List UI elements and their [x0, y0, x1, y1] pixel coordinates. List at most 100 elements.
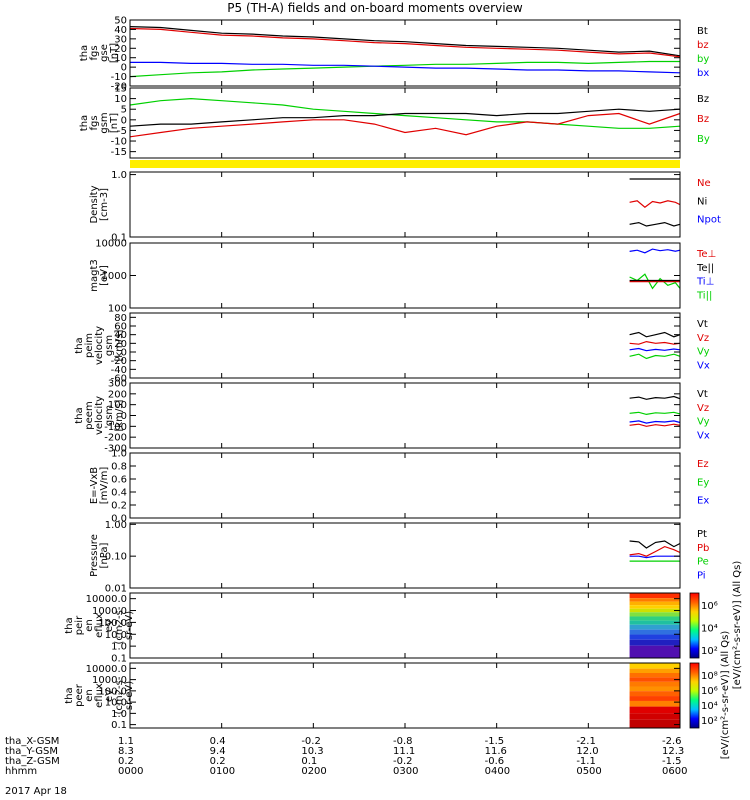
y-tick-label: -300	[104, 444, 127, 455]
y-tick-label: -40	[111, 365, 127, 376]
legend-entry: Ni	[697, 196, 707, 207]
x-axis-row-label: tha_Y-GSM	[5, 746, 59, 757]
y-axis-label: gsm	[99, 112, 110, 133]
y-axis-label: tha	[74, 407, 85, 423]
y-axis-label: tha	[64, 687, 75, 703]
y-axis-label: fgs	[89, 45, 100, 60]
y-tick-label: 80	[114, 313, 127, 324]
legend-entry: Pt	[697, 529, 707, 540]
y-axis-label: E=-VxB	[89, 467, 100, 504]
colorbar-tick-label: 10⁴	[701, 701, 718, 712]
panel-efield: 1.0 0.8 0.6 0.4 0.2 0.0 E=-VxB [mV/m] Ez Ey Ex	[89, 449, 709, 525]
colorbar-tick-label: 10²	[701, 646, 718, 657]
legend-entry: Vt	[697, 389, 708, 400]
y-tick-label: 1000.0	[92, 606, 127, 617]
legend-entry: Ex	[697, 496, 709, 507]
y-tick-label: -20	[111, 82, 127, 93]
panel-frame	[129, 662, 681, 729]
colorbar	[689, 592, 700, 659]
x-axis-row-label: tha_Z-GSM	[5, 756, 60, 767]
y-tick-label: 10.0	[105, 698, 127, 709]
series-line-Bz	[129, 112, 681, 138]
legend-entry: Vz	[697, 333, 709, 344]
series-line-Vt	[629, 331, 681, 338]
y-tick-label: 20	[114, 44, 127, 55]
y-tick-label: 20	[114, 339, 127, 350]
y-tick-label: 40	[114, 330, 127, 341]
series-line-Ti⊥	[629, 248, 681, 254]
series-line-Ni	[629, 200, 681, 208]
legend-entry: Pb	[697, 543, 709, 554]
legend-entry: bz	[697, 40, 709, 51]
x-axis-value: 0600	[662, 766, 688, 777]
y-axis-label: tha	[79, 115, 90, 131]
y-axis-label: (cm2-s-	[114, 606, 125, 644]
series-line-Pi	[629, 555, 680, 559]
y-axis-label: gsm	[104, 405, 115, 426]
spectrogram-cell	[629, 629, 680, 635]
y-tick-label: 0.10	[105, 552, 127, 563]
series-line-Bz	[129, 97, 681, 129]
series-line-Vz	[629, 340, 681, 345]
x-axis-value: 0.4	[209, 736, 226, 747]
y-tick-label: 0.1	[111, 720, 127, 731]
x-axis-value: -0.2	[393, 756, 413, 767]
panel-pressure: 1.00 0.10 0.01 Pressure [nPa] Pt Pb Pe Pi	[89, 520, 709, 595]
series-line-Vz	[629, 423, 681, 427]
y-tick-label: 0.4	[111, 488, 127, 499]
y-tick-label: 1.0	[111, 170, 127, 181]
colorbar-tick-label: 10⁶	[701, 601, 718, 612]
y-axis-label: tha	[64, 617, 75, 633]
series-line-Pb	[629, 545, 681, 557]
y-tick-label: 0.8	[111, 462, 127, 473]
y-tick-label: 1000.0	[92, 675, 127, 686]
y-tick-label: -60	[111, 374, 127, 385]
y-tick-label: 10	[114, 53, 127, 64]
legend-entry: Vt	[697, 319, 708, 330]
y-tick-label: 100.0	[98, 618, 127, 629]
panel-frame	[129, 382, 681, 449]
legend-entry: bx	[697, 68, 709, 79]
legend-entry: Vy	[697, 417, 710, 428]
x-axis-value: 8.3	[118, 746, 134, 757]
spectrogram-cell	[629, 624, 680, 630]
legend-entry: Ez	[697, 459, 709, 470]
y-tick-label: 0	[121, 115, 127, 126]
y-axis-label: fgs	[89, 115, 100, 130]
y-tick-label: 0.1	[111, 233, 127, 244]
y-axis-label: [nT]	[109, 113, 120, 133]
y-axis-label: [cm-3]	[99, 188, 110, 221]
quality-flag-band	[130, 160, 680, 168]
y-tick-label: 1.0	[111, 709, 127, 720]
spectrogram-cell	[629, 612, 680, 617]
y-tick-label: 1.0	[111, 449, 127, 460]
y-tick-label: -100	[104, 422, 127, 433]
x-axis-value: 9.4	[209, 746, 226, 757]
y-tick-label: 1000	[102, 271, 127, 282]
y-axis-label: [km/s]	[114, 329, 125, 361]
x-axis-value: 0000	[118, 766, 144, 777]
x-axis-value: 0100	[209, 766, 236, 777]
y-axis-label: sr-eV)	[124, 681, 135, 710]
y-tick-label: 1.0	[111, 642, 127, 653]
y-axis-label: [eV]	[99, 265, 110, 286]
spectrogram-cell	[629, 700, 680, 707]
x-axis-value: 0400	[484, 766, 511, 777]
legend-entry: by	[697, 54, 709, 65]
y-tick-label: 100	[108, 400, 127, 411]
colorbar-tick-label: 10⁴	[701, 624, 718, 635]
y-axis-label: peer	[74, 683, 85, 707]
x-axis-value: 0300	[393, 766, 419, 777]
y-axis-label: en	[84, 619, 95, 632]
y-axis-label: [nPa]	[99, 542, 110, 568]
y-tick-label: 10000.0	[86, 664, 127, 675]
x-axis-value: 0200	[301, 766, 327, 777]
panel-frame	[129, 452, 681, 519]
series-line-Vt	[629, 395, 681, 400]
y-axis-label: [mV/m]	[99, 467, 110, 505]
spectrogram-cell	[629, 593, 680, 599]
y-tick-label: 60	[114, 322, 127, 333]
